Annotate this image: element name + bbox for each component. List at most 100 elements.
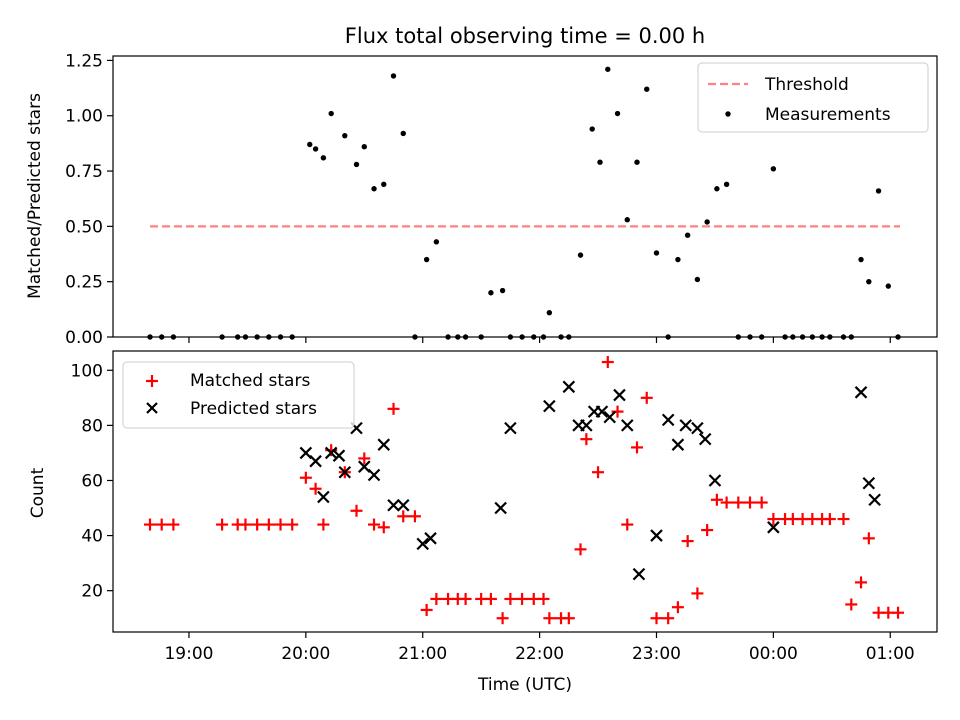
- predicted-star-point: [595, 405, 609, 418]
- predicted-star-point: [332, 449, 346, 462]
- predicted-star-point: [309, 454, 322, 468]
- bottom-legend-box: [122, 361, 355, 429]
- measurement-point: [546, 309, 553, 316]
- measurement-point: [381, 181, 387, 188]
- matched-star-point: [350, 504, 363, 517]
- matched-star-point: [767, 513, 780, 526]
- top-y-ticks: 0.00 0.25 0.50 0.75 1.00 1.25: [65, 51, 113, 348]
- measurement-point: [885, 283, 892, 289]
- top-y-axis-label: Matched/Predicted stars: [25, 93, 45, 299]
- bottom-panel: 20 40 60 80 100 19:00 20:00 21:00 22:00 23:00 00:…: [28, 350, 938, 695]
- measurement-point: [312, 146, 319, 152]
- matched-star-point: [274, 518, 287, 531]
- predicted-star-point: [562, 380, 576, 394]
- bottom-y-axis-label: Count: [28, 467, 48, 518]
- matched-star-point: [743, 496, 756, 509]
- matched-star-point: [662, 612, 675, 625]
- measurement-point: [624, 217, 630, 223]
- predicted-star-point: [377, 438, 391, 451]
- legend-predicted-label: Predicted stars: [190, 399, 317, 419]
- measurement-point: [353, 161, 360, 168]
- predicted-star-point: [396, 498, 410, 512]
- matched-star-point: [368, 518, 381, 531]
- measurement-point: [433, 239, 440, 245]
- measurement-point: [875, 188, 882, 194]
- matched-star-point: [640, 391, 653, 404]
- measurement-point: [866, 278, 872, 285]
- top-legend-box: [697, 62, 929, 133]
- matched-star-point: [377, 521, 390, 534]
- matched-star-point: [720, 496, 733, 509]
- matched-star-point: [216, 518, 229, 531]
- bottom-axes-frame: [112, 350, 938, 633]
- bottom-y-tick-label: 40: [81, 527, 103, 547]
- predicted-star-point: [767, 521, 780, 534]
- matched-star-point: [681, 535, 694, 548]
- legend-predicted-swatch: [146, 402, 158, 414]
- matched-star-point: [155, 518, 168, 531]
- bottom-y-ticks: 20 40 60 80 100: [71, 361, 113, 602]
- matched-star-point: [144, 518, 157, 531]
- matched-star-point: [537, 592, 550, 605]
- predicted-star-point: [691, 421, 704, 435]
- top-y-tick-label: 0.00: [65, 328, 103, 348]
- matched-star-point: [496, 612, 509, 625]
- measurement-point: [597, 159, 603, 165]
- top-panel: 0.00 0.25 0.50 0.75 1.00 1.25 Matched/Predict…: [25, 51, 938, 348]
- top-y-tick-label: 0.75: [65, 162, 103, 182]
- matched-star-point: [420, 603, 433, 616]
- measurement-point: [390, 73, 397, 79]
- matched-star-point: [397, 510, 410, 523]
- bottom-x-tick-label: 19:00: [164, 644, 213, 664]
- predicted-star-point: [387, 498, 400, 512]
- measurement-point: [342, 132, 348, 139]
- predicted-star-point: [868, 493, 881, 507]
- measurement-point: [423, 256, 430, 263]
- predicted-star-point: [862, 476, 876, 490]
- top-y-tick-label: 0.25: [65, 273, 103, 293]
- legend-measurements-label: Measurements: [765, 105, 891, 125]
- predicted-star-point: [504, 421, 517, 435]
- matched-star-point: [601, 356, 614, 369]
- top-plot-area: [147, 66, 901, 340]
- measurement-point: [653, 250, 660, 256]
- measurement-point: [675, 256, 681, 263]
- bottom-y-tick-label: 100: [71, 361, 103, 381]
- predicted-star-point: [580, 419, 593, 432]
- measurement-point: [577, 252, 584, 258]
- predicted-star-point: [324, 446, 338, 460]
- matched-star-point: [408, 510, 421, 523]
- measurement-point: [634, 159, 640, 165]
- bottom-x-tick-label: 22:00: [515, 644, 564, 664]
- matched-star-point: [837, 513, 850, 526]
- predicted-star-point: [613, 388, 626, 402]
- predicted-star-point: [416, 537, 430, 551]
- bottom-y-tick-label: 80: [81, 416, 103, 436]
- bottom-x-ticks: 19:00 20:00 21:00 22:00 23:00 00:00 01:00: [164, 632, 915, 664]
- matched-star-point: [504, 592, 517, 605]
- matched-star-point: [650, 612, 663, 625]
- bottom-x-tick-label: 01:00: [866, 644, 915, 664]
- bottom-legend: Matched stars Predicted stars: [122, 361, 355, 429]
- measurement-point: [605, 66, 611, 72]
- matched-star-point: [892, 606, 905, 619]
- matched-star-point: [755, 496, 768, 509]
- predicted-star-point: [543, 399, 556, 413]
- predicted-star-point: [317, 490, 330, 504]
- bottom-x-tick-label: 21:00: [398, 644, 447, 664]
- matched-star-point: [823, 513, 836, 526]
- measurement-point: [723, 181, 730, 188]
- bottom-y-tick-label: 60: [81, 471, 103, 491]
- predicted-star-point: [679, 419, 692, 432]
- matched-star-point: [732, 496, 745, 509]
- top-y-tick-label: 1.25: [65, 51, 103, 71]
- predicted-star-point: [698, 432, 712, 446]
- measurement-point: [694, 276, 701, 283]
- measurement-point: [371, 186, 377, 192]
- matched-star-point: [167, 518, 180, 531]
- top-y-tick-label: 0.50: [65, 217, 103, 237]
- measurement-point: [320, 155, 327, 161]
- measurement-point: [684, 232, 691, 238]
- measurement-point: [644, 86, 650, 92]
- matched-star-point: [387, 402, 400, 415]
